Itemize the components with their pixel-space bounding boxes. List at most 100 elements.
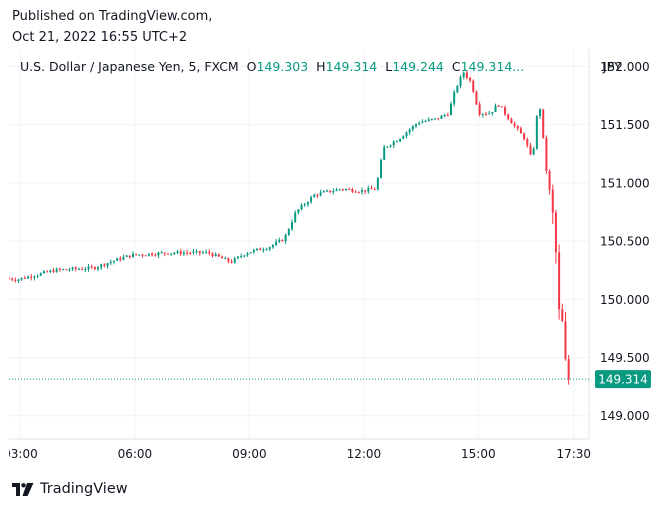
candle <box>481 113 484 118</box>
y-tick-label: 151.500 <box>600 118 650 132</box>
y-tick-label: 149.500 <box>600 351 650 365</box>
candle-series <box>9 70 570 385</box>
candle <box>526 137 529 148</box>
candle <box>494 103 497 113</box>
candle <box>271 244 274 249</box>
candle <box>33 275 36 281</box>
candle <box>465 70 468 80</box>
candle <box>319 189 322 197</box>
candle <box>68 267 71 272</box>
candle <box>132 251 135 258</box>
legend-high-value: 149.314 <box>325 59 378 74</box>
candlestick-chart[interactable]: 152.000 151.500 151.000 150.500 150.000 149.5… <box>9 49 657 464</box>
currency-label: JPY <box>603 59 622 74</box>
candle <box>163 252 166 257</box>
candle <box>141 253 144 258</box>
x-tick-label: 17:30 <box>556 447 591 461</box>
last-price-label: 149.314 <box>598 373 648 387</box>
tradingview-branding[interactable]: TradingView <box>12 481 128 497</box>
candle <box>513 121 516 129</box>
candle <box>408 128 411 136</box>
candle <box>434 118 437 121</box>
candle <box>554 209 557 264</box>
candle <box>519 126 522 134</box>
candle <box>500 106 503 108</box>
candle <box>389 144 392 148</box>
candle <box>230 259 233 264</box>
candle <box>329 190 332 194</box>
price-axis[interactable]: 152.000 151.500 151.000 150.500 150.000 149.5… <box>588 49 650 439</box>
candle <box>497 105 500 108</box>
candle <box>147 253 150 257</box>
candle <box>55 267 58 273</box>
candle <box>71 266 74 271</box>
candle <box>62 268 65 271</box>
candle <box>77 267 80 270</box>
candle <box>415 123 418 129</box>
candle <box>36 274 39 279</box>
candle <box>551 184 554 224</box>
y-tick-label: 151.000 <box>600 176 650 190</box>
candle <box>284 233 287 245</box>
candle <box>504 105 507 117</box>
candle <box>411 125 414 132</box>
candle <box>125 254 128 258</box>
time-axis[interactable]: 03:00 06:00 09:00 12:00 15:00 17:30 <box>9 438 591 461</box>
candle <box>310 195 313 204</box>
candle <box>376 176 379 191</box>
candle <box>192 249 195 255</box>
candle <box>144 254 147 257</box>
candle <box>558 244 561 320</box>
candle <box>380 158 383 179</box>
candle <box>236 256 239 260</box>
candle <box>198 250 201 256</box>
candle <box>103 263 106 268</box>
candle <box>201 250 204 255</box>
candle <box>259 247 262 251</box>
candle <box>357 191 360 194</box>
candle <box>211 252 214 258</box>
candle <box>335 187 338 192</box>
candle <box>246 252 249 257</box>
candle <box>395 140 398 143</box>
candle <box>313 193 316 198</box>
candle <box>135 253 138 256</box>
candle <box>354 189 357 193</box>
candle <box>109 259 112 265</box>
candle <box>58 267 61 272</box>
candle <box>97 266 100 272</box>
candle <box>11 277 14 282</box>
legend-low-label: L <box>385 59 393 74</box>
candle <box>217 253 220 258</box>
candle <box>338 188 341 191</box>
y-tick-label: 149.000 <box>600 409 650 423</box>
candle <box>195 249 198 255</box>
candle <box>93 266 96 271</box>
candle <box>322 190 325 193</box>
candle <box>545 135 548 174</box>
candle <box>300 203 303 211</box>
y-tick-label: 152.000 <box>600 60 650 74</box>
candle <box>345 188 348 192</box>
x-tick-label: 03:00 <box>9 447 38 461</box>
candle <box>30 273 33 281</box>
candle <box>249 252 252 254</box>
candle <box>116 257 119 261</box>
candle <box>275 239 278 247</box>
candle <box>189 251 192 256</box>
candle <box>472 79 475 93</box>
x-tick-label: 12:00 <box>347 447 382 461</box>
candle <box>484 111 487 116</box>
published-info: Published on TradingView.com, Oct 21, 20… <box>12 6 212 48</box>
candle <box>332 188 335 195</box>
candle <box>507 113 510 121</box>
candle <box>440 114 443 120</box>
x-tick-label: 09:00 <box>232 447 267 461</box>
candle <box>252 248 255 254</box>
candle <box>256 248 259 252</box>
candle <box>49 269 52 274</box>
candle <box>224 256 227 260</box>
candle <box>186 249 189 256</box>
candle <box>208 249 211 256</box>
candle <box>84 266 87 272</box>
